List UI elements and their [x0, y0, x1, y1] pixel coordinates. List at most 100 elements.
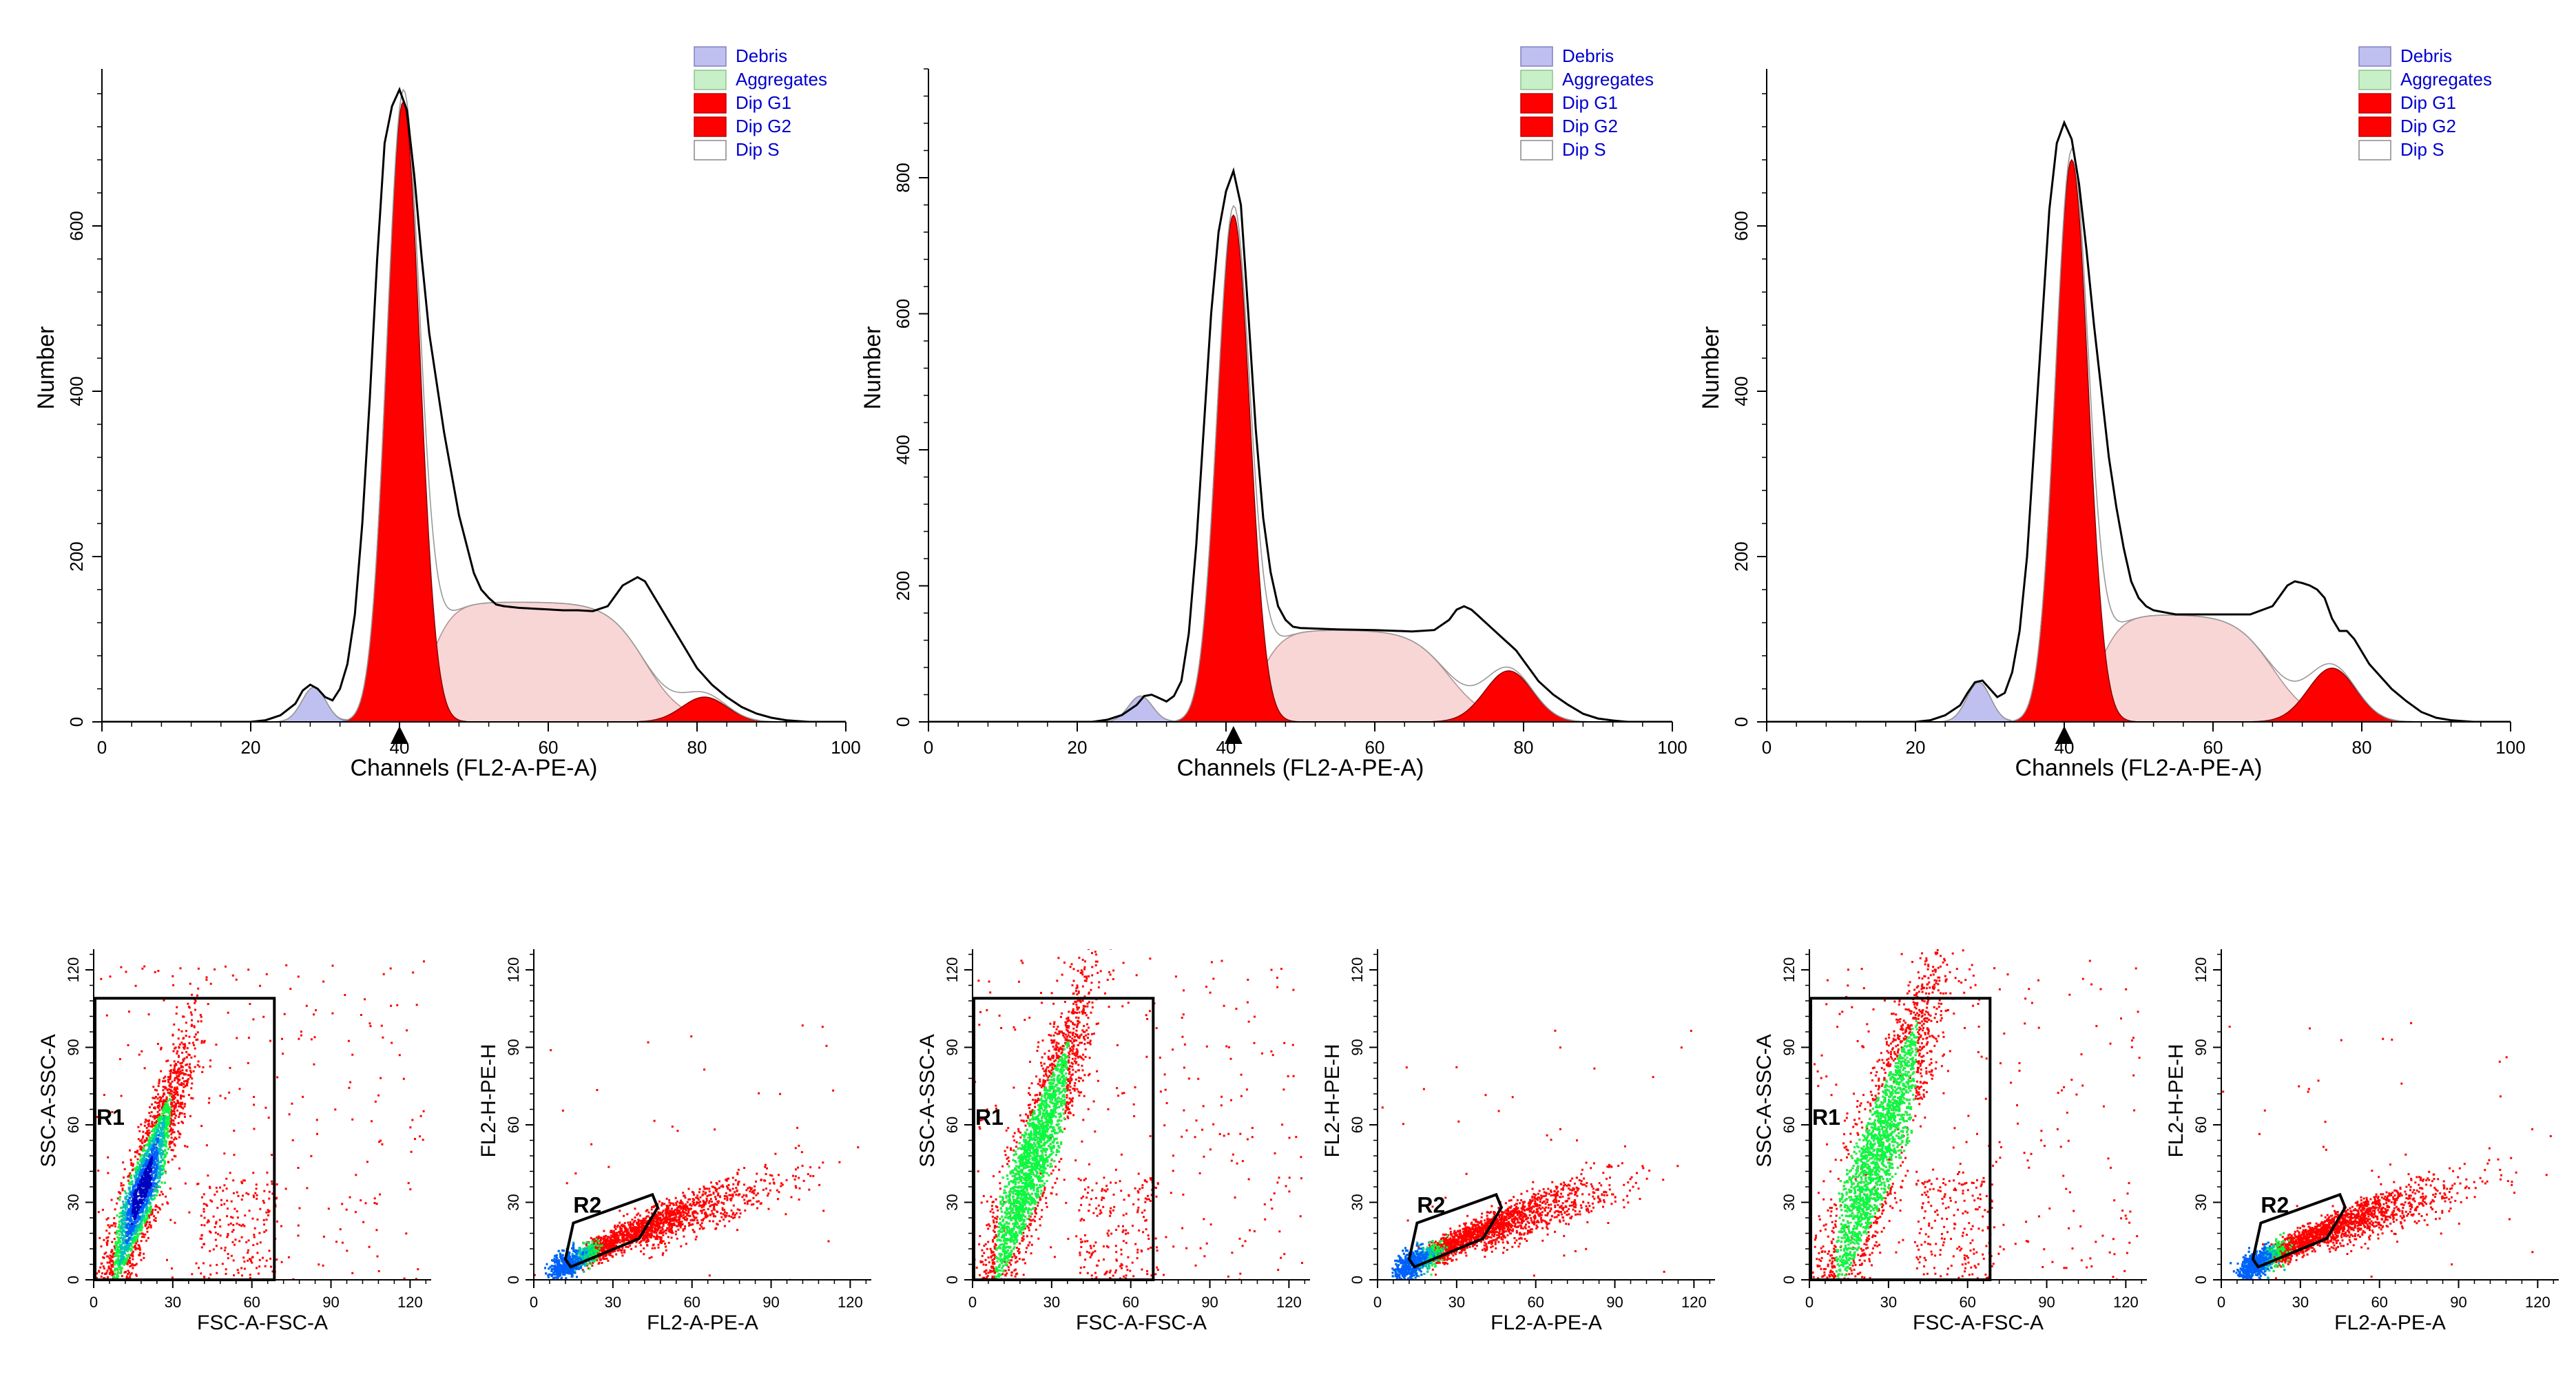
y-tick-label: 90: [505, 1039, 522, 1055]
scatter-plot-area: [973, 949, 1303, 1280]
legend-swatch: [694, 46, 727, 67]
y-tick-label: 60: [65, 1117, 82, 1133]
y-tick-label: 400: [1731, 376, 1752, 406]
x-axis-label: Channels (FL2-A-PE-A): [350, 755, 597, 781]
x-tick-label: 0: [1805, 1294, 1814, 1311]
x-tick-label: 0: [968, 1294, 977, 1311]
legend-swatch: [694, 116, 727, 137]
y-tick-label: 0: [505, 1276, 522, 1284]
x-tick-label: 0: [530, 1294, 538, 1311]
legend-entry: Debris: [1562, 45, 1614, 66]
x-tick-label: 60: [539, 737, 559, 758]
x-tick-label: 100: [1657, 737, 1687, 758]
gate-r2: [1407, 1192, 1504, 1269]
y-tick-label: 30: [65, 1194, 82, 1210]
histogram-plot-area: [928, 167, 1672, 722]
y-tick-label: 0: [66, 717, 87, 727]
g1-marker-icon: [1224, 726, 1243, 744]
x-tick-label: 90: [2038, 1294, 2055, 1311]
legend-swatch: [1520, 46, 1553, 67]
x-tick-label: 90: [2450, 1294, 2466, 1311]
gate-r1: [973, 997, 1155, 1281]
scatter-points: [2222, 1022, 2552, 1280]
y-tick-label: 600: [66, 211, 87, 240]
y-axis-label: SSC-A-SSC-A: [916, 1034, 939, 1167]
y-tick-label: 0: [1349, 1276, 1366, 1284]
legend-entry: Dip G2: [736, 116, 791, 136]
y-axis-label: SSC-A-SSC-A: [1753, 1034, 1776, 1167]
legend-swatch: [694, 93, 727, 114]
g1-marker-icon: [2055, 726, 2073, 744]
y-tick-label: 60: [1780, 1117, 1798, 1133]
y-tick-label: 400: [66, 376, 87, 406]
scatter-plot-area: [2222, 1022, 2552, 1280]
scatter-points: [973, 949, 1303, 1280]
legend-swatch: [1520, 116, 1553, 137]
x-tick-label: 60: [683, 1294, 700, 1311]
x-tick-label: 0: [97, 737, 107, 758]
y-tick-label: 600: [1731, 211, 1752, 240]
scatter-plot-area: [1381, 1029, 1692, 1280]
x-tick-label: 0: [90, 1294, 98, 1311]
scatter-fl2-panel-2: R2 0 0 30 30 60 60 90 90 120 120 FL2-A-PE-A FL2-H-PE…: [1321, 949, 1715, 1334]
y-tick-label: 90: [2192, 1039, 2210, 1055]
y-tick-label: 0: [2192, 1276, 2210, 1284]
y-axis-label: FL2-H-PE-H: [477, 1044, 500, 1157]
legend-swatch: [2358, 140, 2391, 160]
y-tick-label: 90: [944, 1039, 961, 1055]
histogram-plot-area: [1767, 120, 2511, 722]
legend-entry: Dip G1: [2400, 92, 2456, 113]
density-core: [995, 1041, 1070, 1280]
x-tick-label: 100: [831, 737, 860, 758]
scatter-points: [1381, 1029, 1692, 1280]
y-tick-label: 120: [944, 957, 961, 983]
y-tick-label: 0: [893, 717, 913, 727]
scatter-fl2-panel-3: R2 0 0 30 30 60 60 90 90 120 120 FL2-A-PE-A FL2-H-PE…: [2165, 949, 2559, 1334]
y-tick-label: 120: [1780, 957, 1798, 983]
y-tick-label: 600: [893, 299, 913, 329]
density-core: [2230, 1241, 2272, 1280]
model-fit-curve: [1915, 147, 2473, 722]
x-tick-label: 0: [924, 737, 933, 758]
x-tick-label: 20: [241, 737, 261, 758]
y-tick-label: 60: [944, 1117, 961, 1133]
x-tick-label: 90: [1201, 1294, 1218, 1311]
x-tick-label: 30: [2292, 1294, 2309, 1311]
dip-s-area: [399, 601, 809, 722]
legend-entry: Debris: [2400, 45, 2452, 66]
x-tick-label: 60: [1959, 1294, 1975, 1311]
legend-entry: Dip S: [2400, 139, 2444, 160]
x-tick-label: 60: [1365, 737, 1385, 758]
y-axis-label: FL2-H-PE-H: [2165, 1044, 2188, 1157]
legend-entry: Dip G1: [736, 92, 791, 113]
y-tick-label: 60: [2192, 1117, 2210, 1133]
histogram-data-line: [1767, 120, 2511, 722]
scatter-ssc-fsc-panel-3: R1 0 0 30 30 60 60 90 90 120 120 FSC-A-FSC-A SSC-A-S…: [1753, 949, 2147, 1334]
y-axis-label: SSC-A-SSC-A: [37, 1034, 60, 1167]
x-tick-label: 60: [2203, 737, 2223, 758]
scatter-fl2-panel-1: R2 0 0 30 30 60 60 90 90 120 120 FL2-A-PE-A FL2-H-PE…: [477, 949, 871, 1334]
gate-r2: [2251, 1192, 2347, 1269]
histogram-data-line: [928, 167, 1672, 722]
legend-swatch: [1520, 93, 1553, 114]
legend-entry: Aggregates: [736, 69, 827, 90]
legend-entry: Dip G1: [1562, 92, 1618, 113]
legend-entry: Dip S: [736, 139, 780, 160]
x-tick-label: 120: [1276, 1294, 1302, 1311]
legend-entry: Debris: [736, 45, 787, 66]
histogram-plot-area: [102, 87, 846, 722]
legend-entry: Dip G2: [2400, 116, 2456, 136]
x-tick-label: 20: [1068, 737, 1088, 758]
legend-swatch: [694, 70, 727, 90]
legend-swatch: [2358, 46, 2391, 67]
y-tick-label: 90: [65, 1039, 82, 1055]
g1-marker-icon: [391, 726, 408, 744]
gate-label-r2: R2: [2261, 1193, 2289, 1218]
y-tick-label: 120: [2192, 957, 2210, 983]
gate-label-r1: R1: [96, 1105, 125, 1130]
legend-swatch: [1520, 140, 1553, 160]
